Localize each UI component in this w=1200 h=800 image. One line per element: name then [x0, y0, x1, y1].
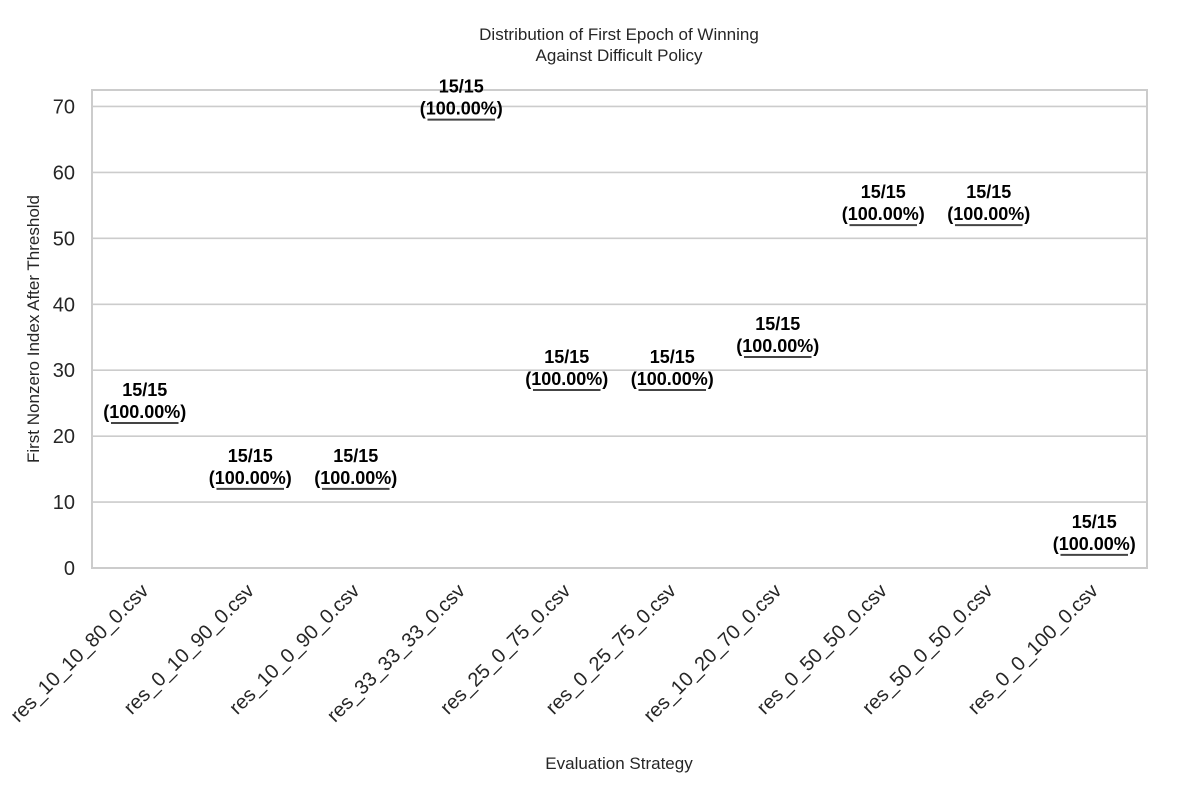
data-label-line: 15/15	[439, 77, 484, 97]
chart-title-line: Against Difficult Policy	[536, 46, 703, 65]
data-label-line: 15/15	[861, 182, 906, 202]
y-axis-label: First Nonzero Index After Threshold	[24, 195, 43, 463]
data-label-line: (100.00%)	[842, 204, 925, 224]
data-label-line: 15/15	[650, 347, 695, 367]
data-label-line: (100.00%)	[420, 99, 503, 119]
chart-title: Distribution of First Epoch of Winning Ag…	[479, 25, 759, 65]
y-tick-label: 10	[53, 492, 75, 514]
data-label: 15/15 (100.00%)	[631, 347, 714, 389]
data-label-line: (100.00%)	[103, 402, 186, 422]
data-annotations: 15/15 (100.00%)15/15 (100.00%)15/15 (100.00…	[103, 77, 1136, 554]
data-label: 15/15 (100.00%)	[525, 347, 608, 389]
data-label-line: (100.00%)	[947, 204, 1030, 224]
data-label-line: (100.00%)	[736, 336, 819, 356]
y-tick-label: 30	[53, 360, 75, 382]
data-label-line: 15/15	[544, 347, 589, 367]
data-label-line: (100.00%)	[209, 468, 292, 488]
y-tick-label: 70	[53, 96, 75, 118]
data-label-line: 15/15	[966, 182, 1011, 202]
y-tick-labels: 0 10 20 30 40 50 60 70	[53, 96, 75, 580]
data-label-line: 15/15	[333, 446, 378, 466]
median-marks	[110, 118, 1129, 556]
data-label: 15/15 (100.00%)	[314, 446, 397, 488]
data-label-line: (100.00%)	[631, 369, 714, 389]
y-tick-label: 0	[64, 558, 75, 580]
data-label-line: 15/15	[1072, 512, 1117, 532]
plot-frame	[91, 89, 1148, 569]
grid-lines	[92, 105, 1147, 503]
x-tick-labels: res_10_10_80_0.csvres_0_10_90_0.csvres_1…	[6, 580, 1102, 727]
x-axis-label: Evaluation Strategy	[545, 754, 693, 773]
y-tick-label: 60	[53, 162, 75, 184]
data-label: 15/15 (100.00%)	[842, 182, 925, 224]
data-label-line: (100.00%)	[1053, 534, 1136, 554]
data-label: 15/15 (100.00%)	[103, 380, 186, 422]
data-label-line: (100.00%)	[525, 369, 608, 389]
data-label: 15/15 (100.00%)	[736, 314, 819, 356]
data-label: 15/15 (100.00%)	[420, 77, 503, 119]
data-label-line: (100.00%)	[314, 468, 397, 488]
data-label: 15/15 (100.00%)	[1053, 512, 1136, 554]
data-label-line: 15/15	[755, 314, 800, 334]
y-tick-label: 50	[53, 228, 75, 250]
data-label: 15/15 (100.00%)	[947, 182, 1030, 224]
y-tick-label: 40	[53, 294, 75, 316]
data-label-line: 15/15	[122, 380, 167, 400]
data-label: 15/15 (100.00%)	[209, 446, 292, 488]
y-tick-label: 20	[53, 426, 75, 448]
chart-title-line: Distribution of First Epoch of Winning	[479, 25, 759, 44]
data-label-line: 15/15	[228, 446, 273, 466]
